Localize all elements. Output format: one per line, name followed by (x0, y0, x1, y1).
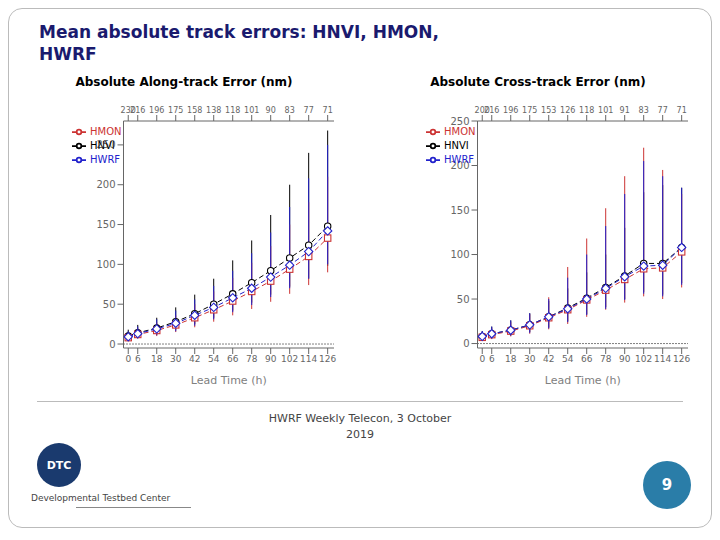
svg-text:196: 196 (149, 106, 164, 115)
svg-text:66: 66 (581, 354, 593, 364)
svg-text:30: 30 (170, 354, 182, 364)
svg-text:216: 216 (484, 106, 499, 115)
svg-text:0: 0 (109, 339, 115, 350)
svg-text:50: 50 (103, 299, 116, 310)
svg-text:118: 118 (225, 106, 240, 115)
svg-text:101: 101 (598, 106, 613, 115)
svg-text:175: 175 (168, 106, 183, 115)
svg-text:71: 71 (677, 106, 687, 115)
svg-text:71: 71 (323, 106, 333, 115)
svg-text:18: 18 (505, 354, 517, 364)
svg-text:0: 0 (125, 354, 131, 364)
svg-text:100: 100 (96, 259, 115, 270)
svg-text:153: 153 (541, 106, 556, 115)
svg-text:216: 216 (130, 106, 145, 115)
svg-text:150: 150 (450, 205, 469, 216)
svg-text:118: 118 (579, 106, 594, 115)
svg-text:Lead Time (h): Lead Time (h) (191, 374, 267, 387)
svg-text:42: 42 (189, 354, 200, 364)
svg-text:90: 90 (266, 106, 276, 115)
svg-text:77: 77 (658, 106, 668, 115)
svg-text:6: 6 (489, 354, 495, 364)
svg-text:196: 196 (503, 106, 518, 115)
svg-text:126: 126 (560, 106, 575, 115)
svg-text:100: 100 (450, 249, 469, 260)
svg-text:50: 50 (457, 294, 470, 305)
svg-text:42: 42 (543, 354, 554, 364)
svg-text:91: 91 (620, 106, 630, 115)
svg-text:114: 114 (654, 354, 671, 364)
svg-text:77: 77 (304, 106, 314, 115)
svg-text:90: 90 (619, 354, 631, 364)
svg-text:83: 83 (285, 106, 295, 115)
svg-text:6: 6 (135, 354, 141, 364)
svg-text:150: 150 (96, 219, 115, 230)
svg-text:126: 126 (673, 354, 690, 364)
svg-text:54: 54 (208, 354, 220, 364)
svg-text:250: 250 (96, 139, 115, 150)
svg-text:101: 101 (244, 106, 259, 115)
svg-text:175: 175 (522, 106, 537, 115)
svg-text:90: 90 (265, 354, 277, 364)
svg-text:102: 102 (281, 354, 298, 364)
svg-text:54: 54 (562, 354, 574, 364)
svg-text:18: 18 (151, 354, 163, 364)
svg-text:0: 0 (463, 338, 469, 349)
svg-text:Lead Time (h): Lead Time (h) (545, 374, 621, 387)
svg-text:30: 30 (524, 354, 536, 364)
svg-text:138: 138 (206, 106, 221, 115)
svg-text:126: 126 (319, 354, 336, 364)
svg-text:114: 114 (300, 354, 317, 364)
svg-text:66: 66 (227, 354, 239, 364)
svg-text:83: 83 (639, 106, 649, 115)
svg-text:78: 78 (600, 354, 612, 364)
svg-text:78: 78 (246, 354, 258, 364)
svg-text:200: 200 (450, 160, 469, 171)
svg-text:250: 250 (450, 116, 469, 127)
svg-text:200: 200 (96, 179, 115, 190)
svg-text:102: 102 (635, 354, 652, 364)
svg-text:158: 158 (187, 106, 202, 115)
svg-text:0: 0 (479, 354, 485, 364)
